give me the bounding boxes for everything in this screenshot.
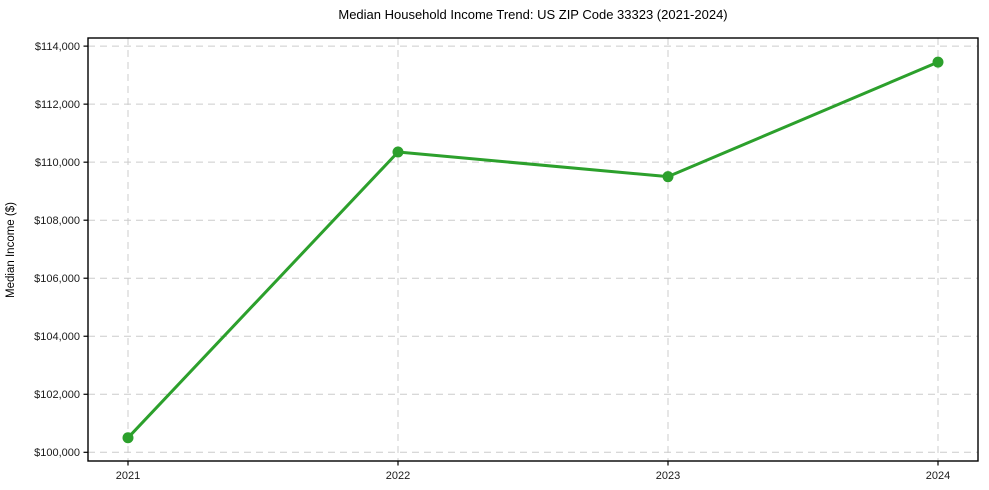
data-point	[932, 56, 944, 68]
y-tick-label: $104,000	[34, 331, 80, 343]
y-tick-label: $102,000	[34, 389, 80, 401]
x-tick-label: 2022	[386, 470, 410, 482]
data-point	[662, 171, 674, 183]
trend-line	[126, 60, 940, 440]
chart-title: Median Household Income Trend: US ZIP Co…	[338, 7, 728, 22]
data-point	[392, 146, 404, 158]
y-tick-label: $114,000	[35, 41, 80, 53]
y-tick-label: $100,000	[34, 447, 80, 459]
y-tick-label: $106,000	[34, 273, 80, 285]
x-tick-label: 2023	[656, 470, 680, 482]
data-point	[122, 432, 134, 444]
plot-border	[87, 37, 979, 462]
y-tick-label: $110,000	[35, 157, 80, 169]
y-tick-label: $108,000	[34, 215, 80, 227]
x-tick-label: 2024	[926, 470, 950, 482]
y-tick-label: $112,000	[35, 99, 80, 111]
x-tick-label: 2021	[116, 470, 140, 482]
